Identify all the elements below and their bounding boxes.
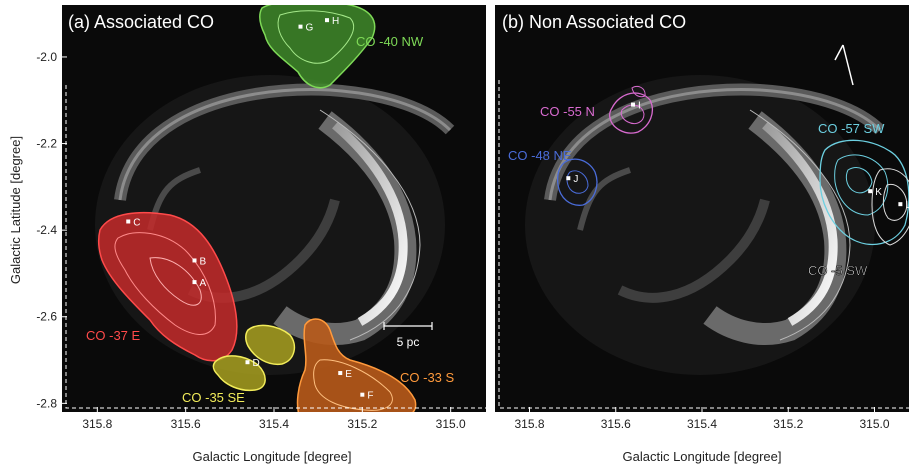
x-tick-label: 315.2 <box>347 417 377 431</box>
snr-west-arc-bright <box>332 121 408 326</box>
y-tick-label: -2.6 <box>36 310 57 324</box>
point-marker-d <box>245 360 250 365</box>
cloud-co-40-nw <box>259 5 376 89</box>
points-a: AB C D E F G H <box>126 16 373 402</box>
point-label-g: G <box>306 23 314 34</box>
label-co-48-ne: CO -48 NE <box>508 148 572 163</box>
cloud-co-57-sw <box>819 139 909 246</box>
snr-east-filament-b <box>577 167 631 231</box>
label-co-57-sw: CO -57 SW <box>818 121 885 136</box>
panel-a-title: (a) Associated CO <box>68 12 214 32</box>
point-marker-h <box>325 18 329 23</box>
panel-non-associated-co: I J K L (b) Non Associated CO CO -55 N CO -… <box>495 5 911 412</box>
point-label-f: F <box>367 391 373 402</box>
x-tick-label: 315.0 <box>859 417 889 431</box>
point-label-l: L <box>905 200 911 211</box>
point-label-d: D <box>253 358 260 369</box>
point-marker-e <box>338 371 343 376</box>
x-tick-label: 315.6 <box>601 417 631 431</box>
point-label-c: C <box>133 217 140 228</box>
point-marker-g <box>298 24 303 29</box>
cloud-co-35-se-south <box>212 355 266 392</box>
label-co-33-s: CO -33 S <box>400 370 455 385</box>
point-marker-b <box>192 258 197 263</box>
axes: 315.8 315.6 315.4 315.2 315.0 -2.0 -2.2 -2.4 -2.… <box>36 50 890 431</box>
point-label-a: A <box>200 278 207 289</box>
point-label-k: K <box>875 187 882 198</box>
panel-associated-co: 5 pc AB C D E F G H (a) Associated CO CO -40 N… <box>62 5 486 412</box>
x-tick-label: 315.8 <box>82 417 112 431</box>
x-axis-label-a: Galactic Longitude [degree] <box>193 449 352 464</box>
cloud-co-40-nw-contour <box>277 10 355 64</box>
point-label-b: B <box>200 256 207 267</box>
x-axis-label-b: Galactic Longitude [degree] <box>623 449 782 464</box>
compass-north-arrow <box>842 44 854 86</box>
cloud-co-37-e-contour <box>114 232 216 335</box>
cloud-co-5-sw-inner <box>882 183 908 221</box>
point-marker-f <box>360 392 365 397</box>
point-label-i: I <box>638 101 641 112</box>
point-marker-i <box>631 102 635 107</box>
survey-boundary-a <box>65 85 486 409</box>
cloud-co-57-sw-core <box>845 167 873 194</box>
x-tick-label: 315.6 <box>171 417 201 431</box>
cloud-co-37-e-inner <box>149 257 202 306</box>
x-tick-label: 315.0 <box>436 417 466 431</box>
y-tick-label: -2.4 <box>36 223 57 237</box>
point-label-j: J <box>573 174 578 185</box>
x-tick-label: 315.4 <box>259 417 289 431</box>
cloud-co-57-sw-inner <box>834 154 889 216</box>
point-marker-l <box>898 202 903 207</box>
point-label-h: H <box>332 16 339 27</box>
snr-north-arc-contour <box>118 88 452 201</box>
cloud-co-55-n-inner <box>620 104 645 125</box>
cloud-co-5-sw <box>871 168 909 246</box>
y-axis-label: Galactic Latitude [degree] <box>8 136 23 284</box>
snr-west-arc-bright-b <box>762 121 838 326</box>
label-co-40-nw: CO -40 NW <box>356 34 424 49</box>
point-marker-c <box>126 219 131 224</box>
point-marker-j <box>566 176 571 181</box>
y-tick-label: -2.2 <box>36 137 57 151</box>
cloud-co-48-ne <box>556 158 598 206</box>
compass-east-arrow <box>834 44 844 61</box>
cloud-co-55-n-knot <box>631 85 646 98</box>
y-tick-label: -2.8 <box>36 396 57 410</box>
label-co-55-n: CO -55 N <box>540 104 595 119</box>
label-co-5-sw: CO -5 SW <box>808 263 868 278</box>
points-b: I J K L <box>566 101 911 211</box>
x-tick-label: 315.4 <box>687 417 717 431</box>
point-label-e: E <box>345 369 352 380</box>
snr-west-arc-contour-b <box>749 109 851 341</box>
label-co-35-se: CO -35 SE <box>182 390 245 405</box>
scale-bar-label: 5 pc <box>397 335 420 349</box>
x-tick-label: 315.8 <box>514 417 544 431</box>
point-marker-a <box>192 280 197 285</box>
cloud-co-33-s-contour <box>313 359 393 411</box>
snr-inner-arc-b <box>617 198 770 303</box>
cloud-co-55-n <box>608 92 653 134</box>
panel-b-title: (b) Non Associated CO <box>502 12 686 32</box>
snr-west-arc-contour <box>319 109 421 341</box>
y-tick-label: -2.0 <box>36 50 57 64</box>
cloud-co-35-se-north <box>245 324 296 366</box>
x-tick-label: 315.2 <box>773 417 803 431</box>
snr-north-arc-contour-b <box>548 88 882 201</box>
label-co-37-e: CO -37 E <box>86 328 141 343</box>
point-marker-k <box>868 189 873 194</box>
